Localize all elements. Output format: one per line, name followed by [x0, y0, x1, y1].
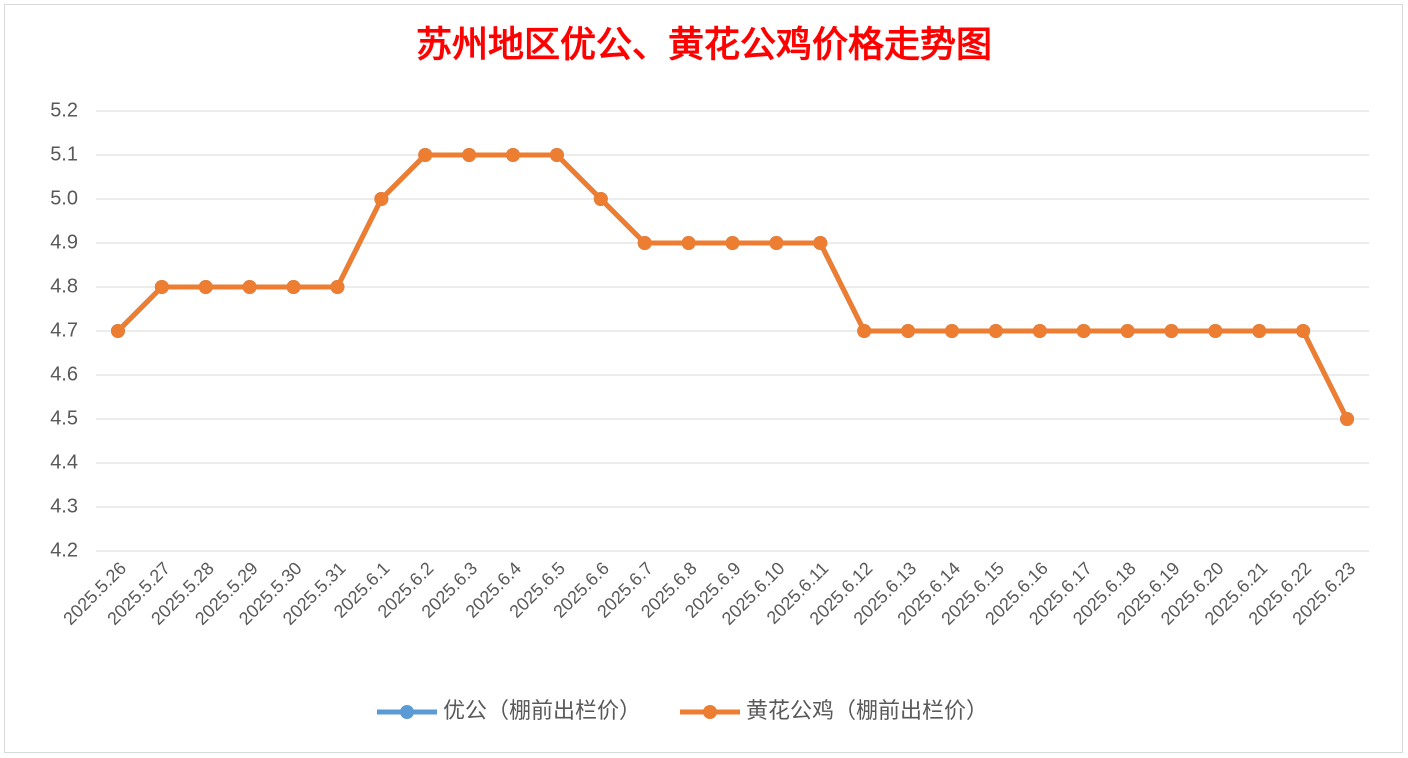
y-tick-label: 5.1	[50, 143, 78, 165]
y-tick-label: 4.8	[50, 275, 78, 297]
data-point	[681, 236, 696, 250]
data-point	[593, 192, 608, 206]
data-point	[1296, 324, 1311, 338]
legend-label: 黄花公鸡（棚前出栏价）	[746, 698, 988, 723]
data-point	[242, 280, 257, 294]
data-point	[1208, 324, 1223, 338]
data-point	[637, 236, 652, 250]
y-tick-label: 4.7	[50, 319, 78, 341]
legend-label: 优公（棚前出栏价）	[443, 698, 641, 723]
chart-border	[4, 4, 1403, 753]
y-tick-label: 5.2	[50, 99, 78, 121]
data-point	[988, 324, 1003, 338]
legend-marker	[400, 705, 414, 719]
data-point	[198, 280, 213, 294]
y-tick-label: 4.4	[50, 451, 78, 473]
data-point	[418, 148, 433, 162]
data-point	[286, 280, 301, 294]
y-tick-label: 4.5	[50, 407, 78, 429]
y-tick-label: 5.0	[50, 187, 78, 209]
y-tick-label: 4.3	[50, 495, 78, 517]
data-point	[374, 192, 389, 206]
data-point	[1164, 324, 1179, 338]
data-point	[110, 324, 125, 338]
data-point	[1032, 324, 1047, 338]
data-point	[813, 236, 828, 250]
chart-title: 苏州地区优公、黄花公鸡价格走势图	[416, 24, 992, 64]
data-point	[1340, 412, 1355, 426]
y-tick-label: 4.6	[50, 363, 78, 385]
data-point	[901, 324, 916, 338]
data-point	[1076, 324, 1091, 338]
data-point	[1120, 324, 1135, 338]
y-tick-label: 4.2	[50, 539, 78, 561]
legend-marker	[703, 705, 717, 719]
data-point	[1252, 324, 1267, 338]
data-point	[506, 148, 521, 162]
data-point	[725, 236, 740, 250]
data-point	[857, 324, 872, 338]
data-point	[330, 280, 345, 294]
data-point	[769, 236, 784, 250]
y-tick-label: 4.9	[50, 231, 78, 253]
data-point	[944, 324, 959, 338]
data-point	[549, 148, 564, 162]
data-point	[462, 148, 477, 162]
data-point	[154, 280, 169, 294]
